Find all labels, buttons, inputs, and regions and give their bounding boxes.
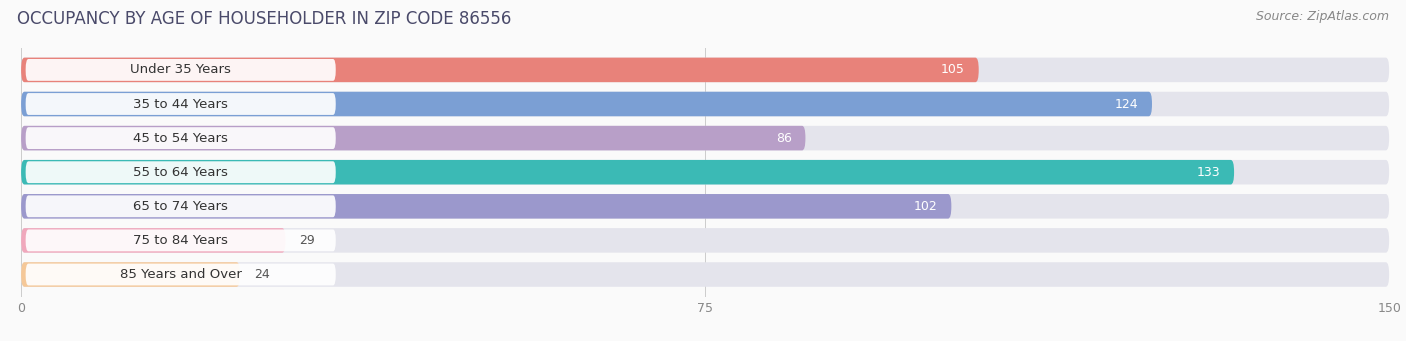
FancyBboxPatch shape — [25, 195, 336, 217]
FancyBboxPatch shape — [21, 58, 979, 82]
FancyBboxPatch shape — [21, 262, 1389, 287]
FancyBboxPatch shape — [25, 161, 336, 183]
FancyBboxPatch shape — [21, 126, 1389, 150]
FancyBboxPatch shape — [21, 262, 240, 287]
FancyBboxPatch shape — [21, 92, 1152, 116]
Text: 133: 133 — [1197, 166, 1220, 179]
Text: OCCUPANCY BY AGE OF HOUSEHOLDER IN ZIP CODE 86556: OCCUPANCY BY AGE OF HOUSEHOLDER IN ZIP C… — [17, 10, 512, 28]
FancyBboxPatch shape — [21, 160, 1234, 184]
FancyBboxPatch shape — [21, 92, 1389, 116]
FancyBboxPatch shape — [21, 228, 285, 253]
FancyBboxPatch shape — [25, 264, 336, 285]
FancyBboxPatch shape — [25, 59, 336, 81]
Text: 65 to 74 Years: 65 to 74 Years — [134, 200, 228, 213]
Text: 105: 105 — [941, 63, 965, 76]
Text: 29: 29 — [299, 234, 315, 247]
Text: 45 to 54 Years: 45 to 54 Years — [134, 132, 228, 145]
FancyBboxPatch shape — [21, 58, 1389, 82]
Text: 75 to 84 Years: 75 to 84 Years — [134, 234, 228, 247]
FancyBboxPatch shape — [21, 228, 1389, 253]
Text: Under 35 Years: Under 35 Years — [131, 63, 231, 76]
Text: 124: 124 — [1115, 98, 1139, 110]
Text: 55 to 64 Years: 55 to 64 Years — [134, 166, 228, 179]
FancyBboxPatch shape — [25, 127, 336, 149]
FancyBboxPatch shape — [25, 93, 336, 115]
Text: Source: ZipAtlas.com: Source: ZipAtlas.com — [1256, 10, 1389, 23]
FancyBboxPatch shape — [21, 194, 952, 219]
Text: 24: 24 — [253, 268, 270, 281]
FancyBboxPatch shape — [21, 126, 806, 150]
Text: 85 Years and Over: 85 Years and Over — [120, 268, 242, 281]
FancyBboxPatch shape — [21, 160, 1389, 184]
Text: 35 to 44 Years: 35 to 44 Years — [134, 98, 228, 110]
FancyBboxPatch shape — [21, 194, 1389, 219]
Text: 102: 102 — [914, 200, 938, 213]
FancyBboxPatch shape — [25, 229, 336, 251]
Text: 86: 86 — [776, 132, 792, 145]
